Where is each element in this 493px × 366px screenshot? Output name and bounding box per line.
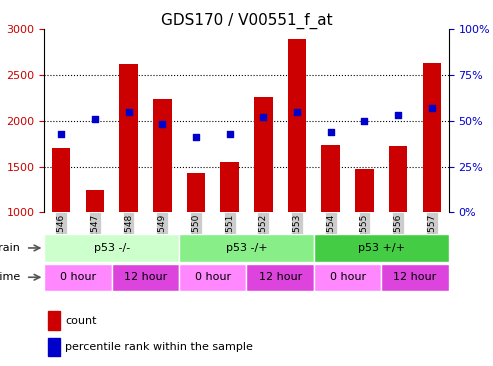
- Text: time: time: [0, 272, 21, 282]
- Bar: [153, 99, 172, 212]
- Bar: [112, 264, 179, 291]
- Text: 12 hour: 12 hour: [258, 272, 302, 282]
- Point: [327, 129, 335, 135]
- Bar: [52, 148, 70, 212]
- Bar: [423, 63, 441, 212]
- Bar: [246, 264, 314, 291]
- Bar: [44, 234, 179, 262]
- Bar: [314, 264, 381, 291]
- Bar: [187, 173, 205, 212]
- Bar: [321, 146, 340, 212]
- Text: p53 -/+: p53 -/+: [226, 243, 267, 253]
- Bar: [288, 40, 306, 212]
- Point: [57, 131, 65, 137]
- Text: percentile rank within the sample: percentile rank within the sample: [66, 342, 253, 352]
- Point: [91, 116, 99, 122]
- Point: [394, 112, 402, 118]
- Point: [226, 131, 234, 137]
- Bar: [179, 234, 314, 262]
- Bar: [314, 234, 449, 262]
- Bar: [220, 162, 239, 212]
- Point: [360, 118, 368, 124]
- Point: [428, 105, 436, 111]
- Bar: [389, 146, 407, 212]
- Point: [125, 109, 133, 115]
- Text: count: count: [66, 315, 97, 325]
- Bar: [48, 311, 60, 330]
- Bar: [86, 190, 104, 212]
- Bar: [44, 264, 112, 291]
- Text: strain: strain: [0, 243, 21, 253]
- Text: 0 hour: 0 hour: [329, 272, 366, 282]
- Point: [259, 114, 267, 120]
- Title: GDS170 / V00551_f_at: GDS170 / V00551_f_at: [161, 13, 332, 29]
- Bar: [355, 169, 374, 212]
- Bar: [119, 64, 138, 212]
- Point: [293, 109, 301, 115]
- Text: 0 hour: 0 hour: [195, 272, 231, 282]
- Text: 12 hour: 12 hour: [393, 272, 437, 282]
- Text: 0 hour: 0 hour: [60, 272, 96, 282]
- Point: [158, 122, 166, 127]
- Bar: [381, 264, 449, 291]
- Point: [192, 134, 200, 140]
- Text: p53 +/+: p53 +/+: [358, 243, 405, 253]
- Text: p53 -/-: p53 -/-: [94, 243, 130, 253]
- Bar: [254, 97, 273, 212]
- Text: 12 hour: 12 hour: [124, 272, 167, 282]
- Bar: [179, 264, 246, 291]
- Bar: [48, 338, 60, 356]
